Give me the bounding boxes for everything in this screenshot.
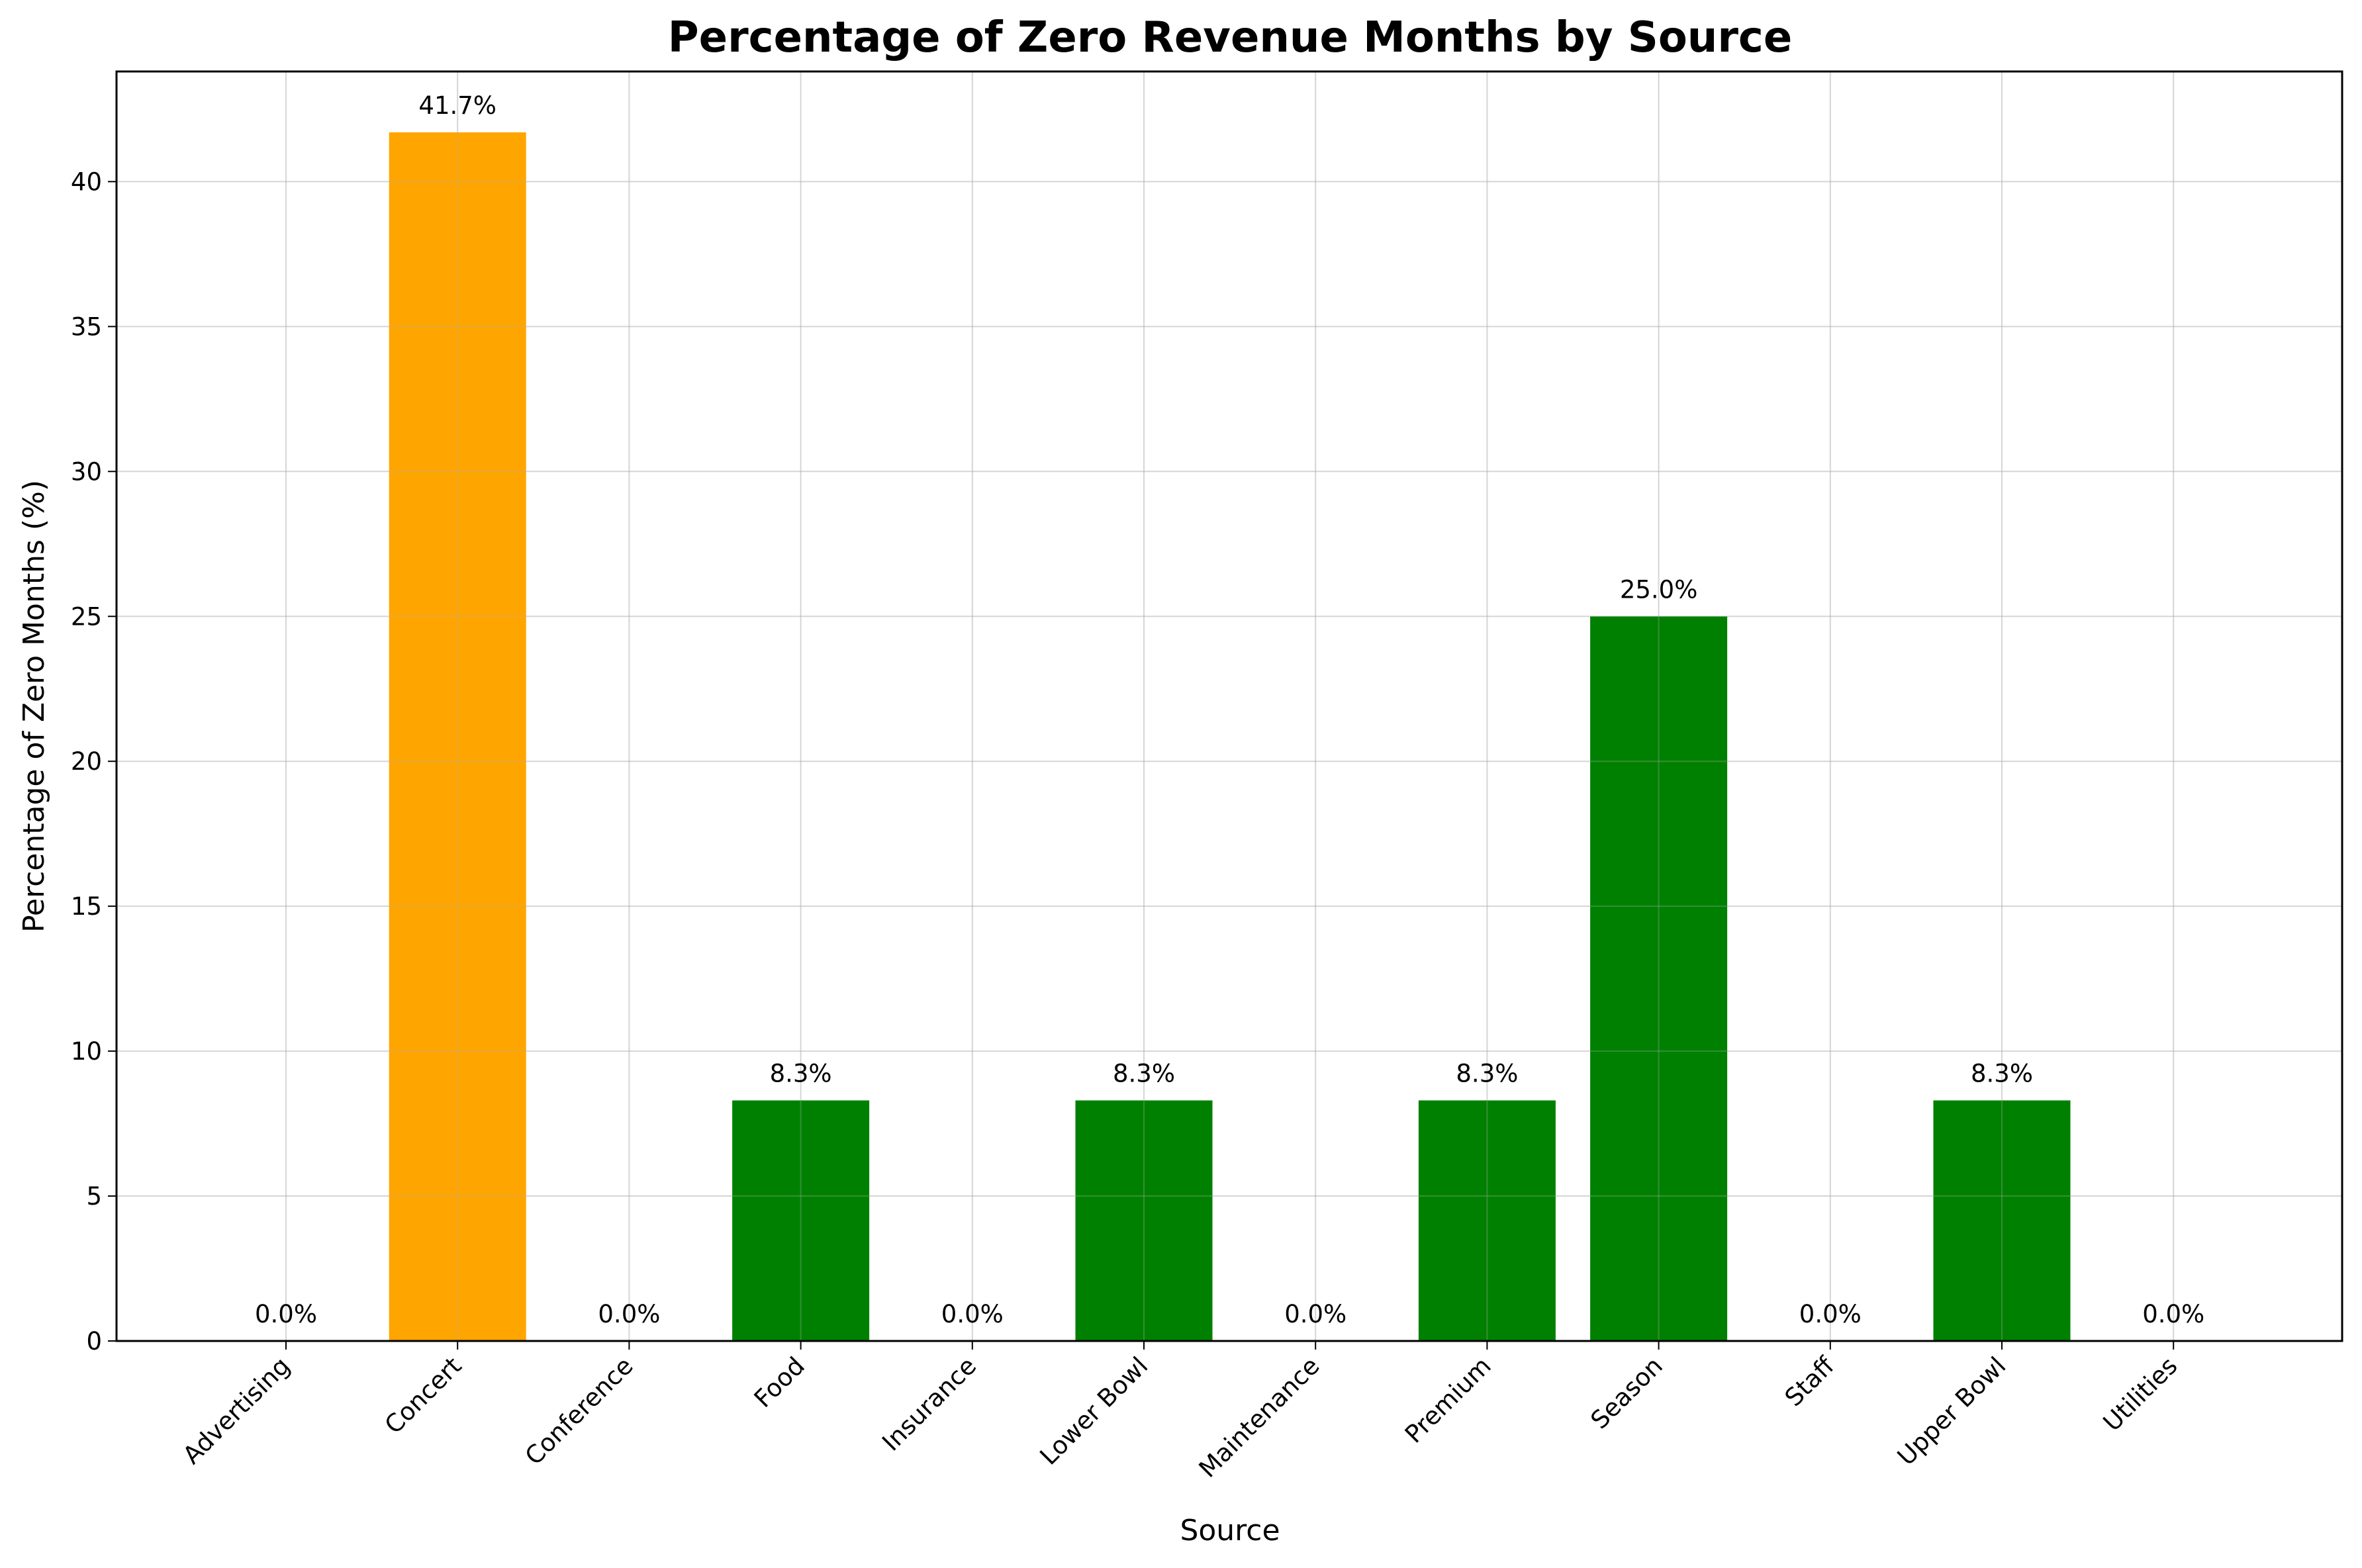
bar-value-label: 0.0% — [1799, 1300, 1862, 1328]
bar-value-labels: 0.0% 41.7% 0.0% 8.3% 0.0% 8.3% 0.0% 8.3% 25.0% 0.… — [255, 91, 2204, 1328]
bar — [732, 1100, 870, 1341]
bar-value-label: 8.3% — [770, 1060, 832, 1088]
bar-value-label: 8.3% — [1971, 1060, 2033, 1088]
chart-title: Percentage of Zero Revenue Months by Sou… — [668, 13, 1793, 62]
bar-value-label: 25.0% — [1620, 575, 1698, 604]
bar — [1418, 1100, 1556, 1341]
bar-value-label: 0.0% — [598, 1300, 660, 1328]
y-tick-label: 10 — [71, 1037, 102, 1066]
bar-value-label: 41.7% — [418, 91, 496, 120]
y-axis: 0 5 10 15 20 25 30 35 40 — [71, 167, 117, 1356]
bar-value-label: 0.0% — [1284, 1300, 1346, 1328]
y-tick-label: 40 — [71, 167, 102, 196]
y-tick-label: 5 — [86, 1182, 102, 1211]
y-tick-label: 15 — [71, 892, 102, 921]
y-tick-label: 20 — [71, 747, 102, 776]
y-tick-label: 30 — [71, 457, 102, 486]
bar-value-label: 0.0% — [2142, 1300, 2204, 1328]
x-axis-label: Source — [1180, 1514, 1280, 1547]
bar-value-label: 8.3% — [1456, 1060, 1518, 1088]
bar-value-label: 8.3% — [1113, 1060, 1175, 1088]
bar — [389, 132, 526, 1342]
y-tick-label: 25 — [71, 602, 102, 631]
grid-lines-overlay — [117, 71, 2342, 1342]
bar — [1590, 616, 1728, 1341]
y-axis-label: Percentage of Zero Months (%) — [17, 480, 51, 933]
bar — [1075, 1100, 1213, 1341]
y-tick-label: 0 — [86, 1327, 102, 1356]
y-tick-label: 35 — [71, 312, 102, 341]
bar-value-label: 0.0% — [255, 1300, 317, 1328]
bar — [1933, 1100, 2071, 1341]
plot-frame — [115, 70, 2343, 1342]
bars — [389, 132, 2071, 1342]
bar-value-label: 0.0% — [941, 1300, 1004, 1328]
